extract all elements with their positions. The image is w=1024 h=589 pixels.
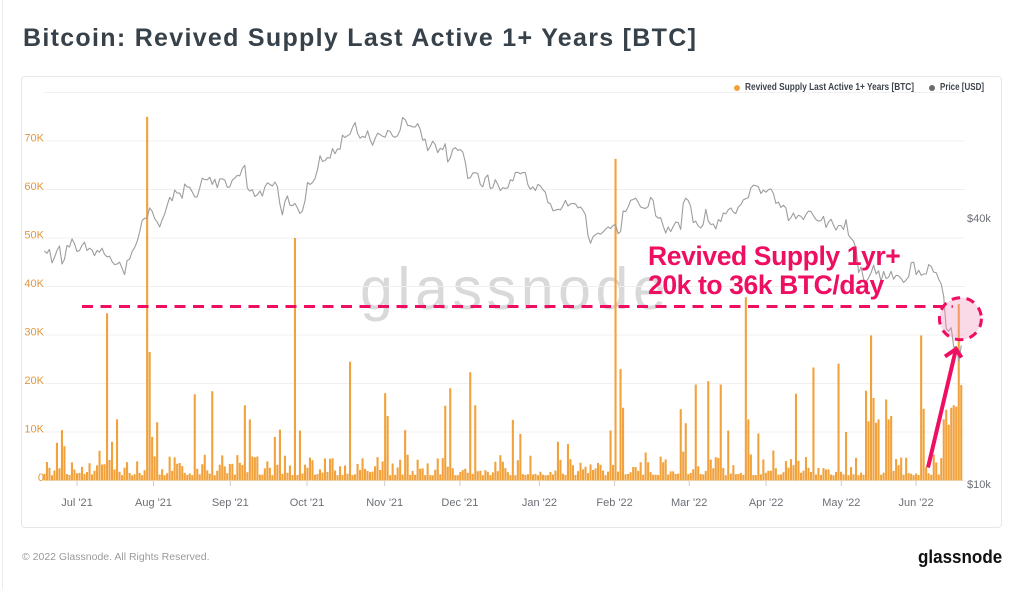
- svg-text:10K: 10K: [24, 424, 44, 436]
- svg-text:0: 0: [38, 472, 44, 484]
- svg-text:Jun '22: Jun '22: [899, 497, 934, 509]
- svg-text:70K: 70K: [24, 133, 44, 145]
- svg-text:Oct '21: Oct '21: [290, 497, 325, 509]
- svg-text:Feb '22: Feb '22: [596, 497, 632, 509]
- svg-text:Jan '22: Jan '22: [522, 497, 557, 509]
- svg-text:Dec '21: Dec '21: [441, 497, 478, 509]
- svg-text:$10k: $10k: [967, 479, 991, 491]
- svg-text:Apr '22: Apr '22: [749, 497, 784, 509]
- svg-text:50K: 50K: [24, 230, 44, 242]
- svg-text:Jul '21: Jul '21: [61, 497, 92, 509]
- svg-text:May '22: May '22: [822, 497, 860, 509]
- svg-text:Nov '21: Nov '21: [366, 497, 403, 509]
- svg-text:60K: 60K: [24, 181, 44, 193]
- svg-text:30K: 30K: [24, 327, 44, 339]
- svg-text:20K: 20K: [24, 375, 44, 387]
- svg-text:Aug '21: Aug '21: [135, 497, 172, 509]
- svg-text:$40k: $40k: [967, 213, 991, 225]
- svg-text:Sep '21: Sep '21: [212, 497, 249, 509]
- svg-text:Mar '22: Mar '22: [671, 497, 707, 509]
- svg-text:40K: 40K: [24, 278, 44, 290]
